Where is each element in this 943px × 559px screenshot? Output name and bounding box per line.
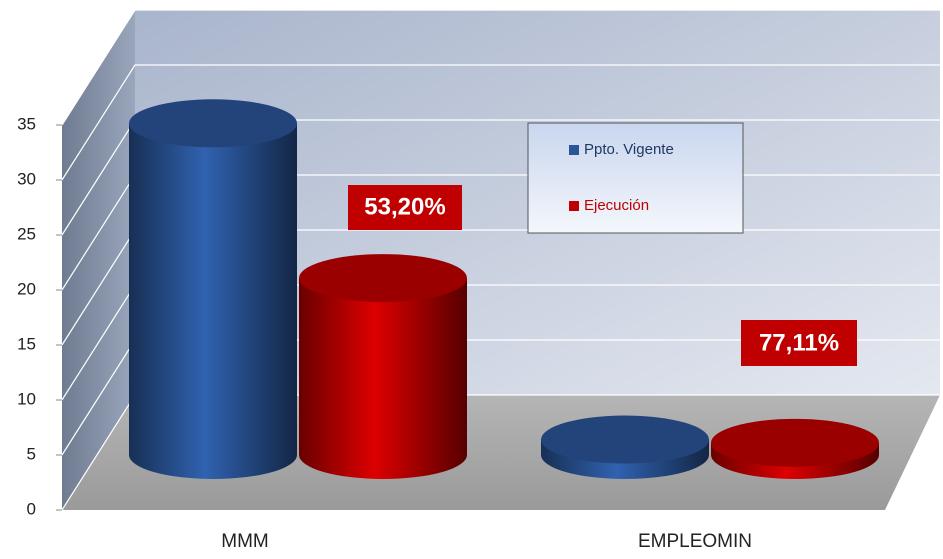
- cylinder-top: [711, 418, 879, 467]
- annotation: 53,20%: [364, 193, 445, 220]
- x-tick-label: MMM: [221, 531, 268, 552]
- cylinder-top: [129, 99, 297, 148]
- cylinder: [129, 99, 297, 480]
- y-tick-label: 10: [17, 389, 36, 408]
- y-tick-label: 20: [17, 279, 36, 298]
- cylinder-body: [299, 278, 467, 479]
- side-wall: [62, 10, 135, 510]
- cylinder-top: [299, 254, 467, 303]
- bars: [129, 99, 879, 480]
- cylinder-body: [129, 123, 297, 480]
- annotations: 53,20% 77,11%: [348, 185, 857, 366]
- legend-swatch: [569, 201, 579, 211]
- legend-box: [527, 122, 744, 234]
- y-tick-label: 15: [17, 334, 36, 353]
- cylinder: [541, 415, 709, 479]
- cylinder-top: [541, 415, 709, 464]
- annotation-box: [741, 320, 857, 366]
- x-tick-label: EMPLEOMIN: [638, 531, 752, 552]
- y-tick-label: 25: [17, 224, 36, 243]
- legend-label: Ejecución: [584, 197, 649, 214]
- y-tick-label: 35: [17, 114, 36, 133]
- legend-label: Ppto. Vigente: [584, 141, 674, 158]
- legend-swatch: [569, 145, 579, 155]
- cylinder: [711, 418, 879, 479]
- legend: Ppto. Vigente Ejecución: [527, 122, 744, 234]
- cylinder: [299, 254, 467, 479]
- y-tick-label: 0: [27, 499, 36, 518]
- y-tick-label: 5: [27, 444, 36, 463]
- grid-line: [61, 64, 940, 181]
- annotation-box: [348, 185, 462, 230]
- grid-line: [61, 9, 940, 126]
- y-tick-label: 30: [17, 169, 36, 188]
- annotation: 77,11%: [759, 329, 839, 356]
